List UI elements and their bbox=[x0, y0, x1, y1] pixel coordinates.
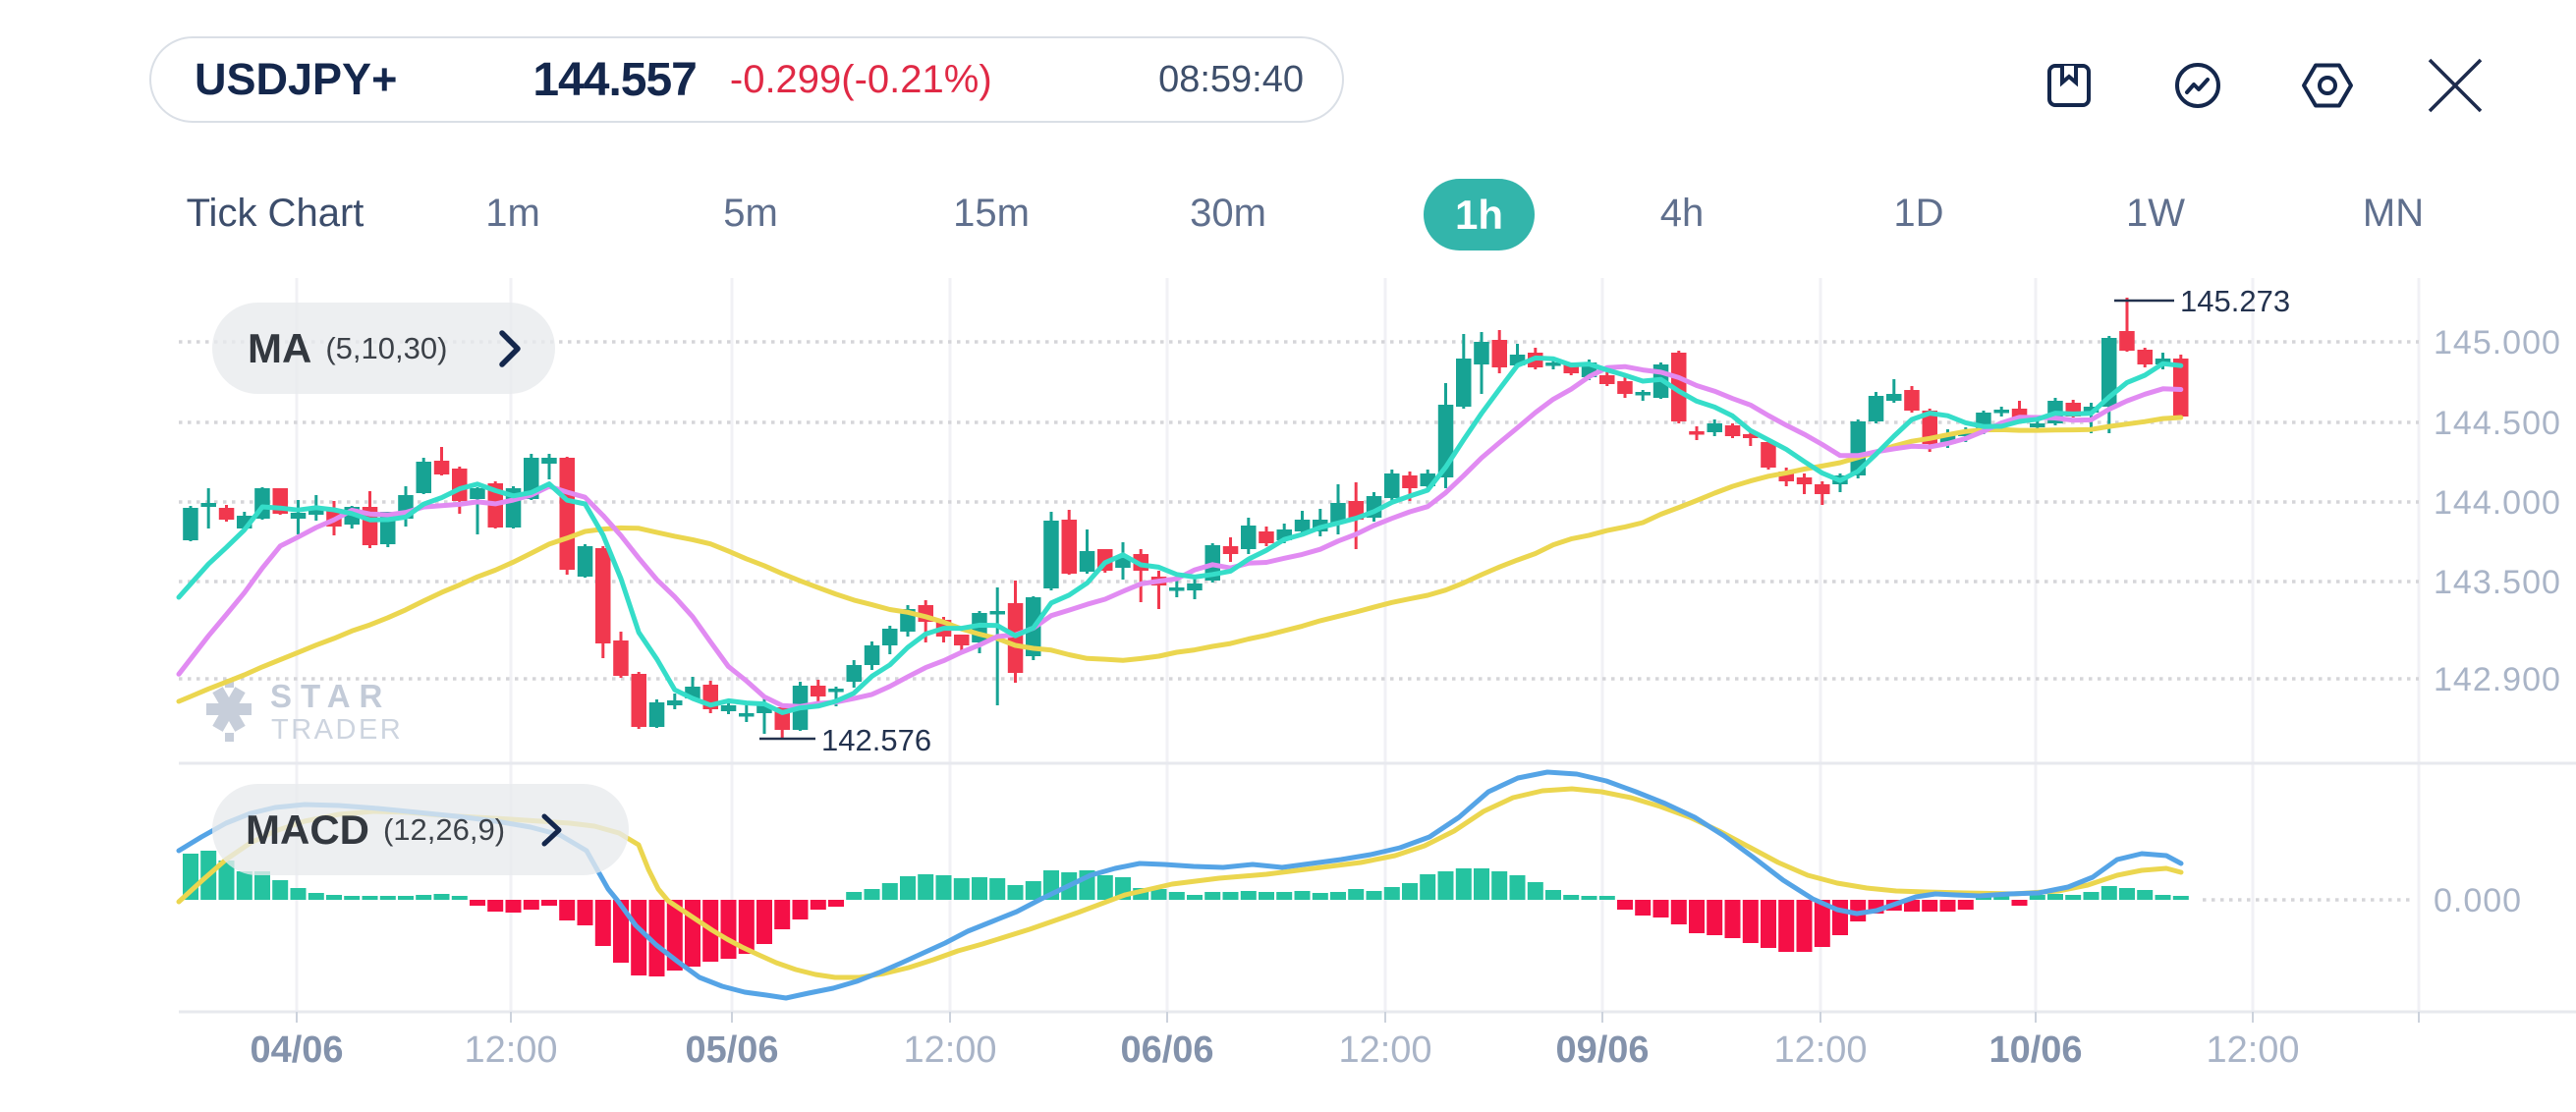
svg-text:TRADER: TRADER bbox=[271, 714, 403, 746]
svg-text:143.500: 143.500 bbox=[2434, 564, 2561, 601]
svg-text:145.273: 145.273 bbox=[2180, 284, 2290, 318]
svg-text:142.576: 142.576 bbox=[821, 723, 931, 757]
svg-text:04/06: 04/06 bbox=[250, 1029, 343, 1071]
svg-text:144.000: 144.000 bbox=[2434, 484, 2561, 522]
svg-text:12:00: 12:00 bbox=[1338, 1029, 1431, 1071]
svg-text:12:00: 12:00 bbox=[2206, 1029, 2299, 1071]
svg-text:10/06: 10/06 bbox=[1988, 1029, 2082, 1071]
svg-text:STAR: STAR bbox=[270, 678, 391, 714]
svg-text:12:00: 12:00 bbox=[464, 1029, 557, 1071]
svg-text:06/06: 06/06 bbox=[1120, 1029, 1213, 1071]
svg-text:12:00: 12:00 bbox=[1773, 1029, 1867, 1071]
svg-text:142.900: 142.900 bbox=[2434, 661, 2561, 698]
svg-text:144.500: 144.500 bbox=[2434, 405, 2561, 442]
svg-text:05/06: 05/06 bbox=[685, 1029, 778, 1071]
svg-text:145.000: 145.000 bbox=[2434, 324, 2561, 361]
svg-text:09/06: 09/06 bbox=[1555, 1029, 1649, 1071]
svg-text:12:00: 12:00 bbox=[903, 1029, 996, 1071]
svg-text:0.000: 0.000 bbox=[2434, 882, 2522, 919]
